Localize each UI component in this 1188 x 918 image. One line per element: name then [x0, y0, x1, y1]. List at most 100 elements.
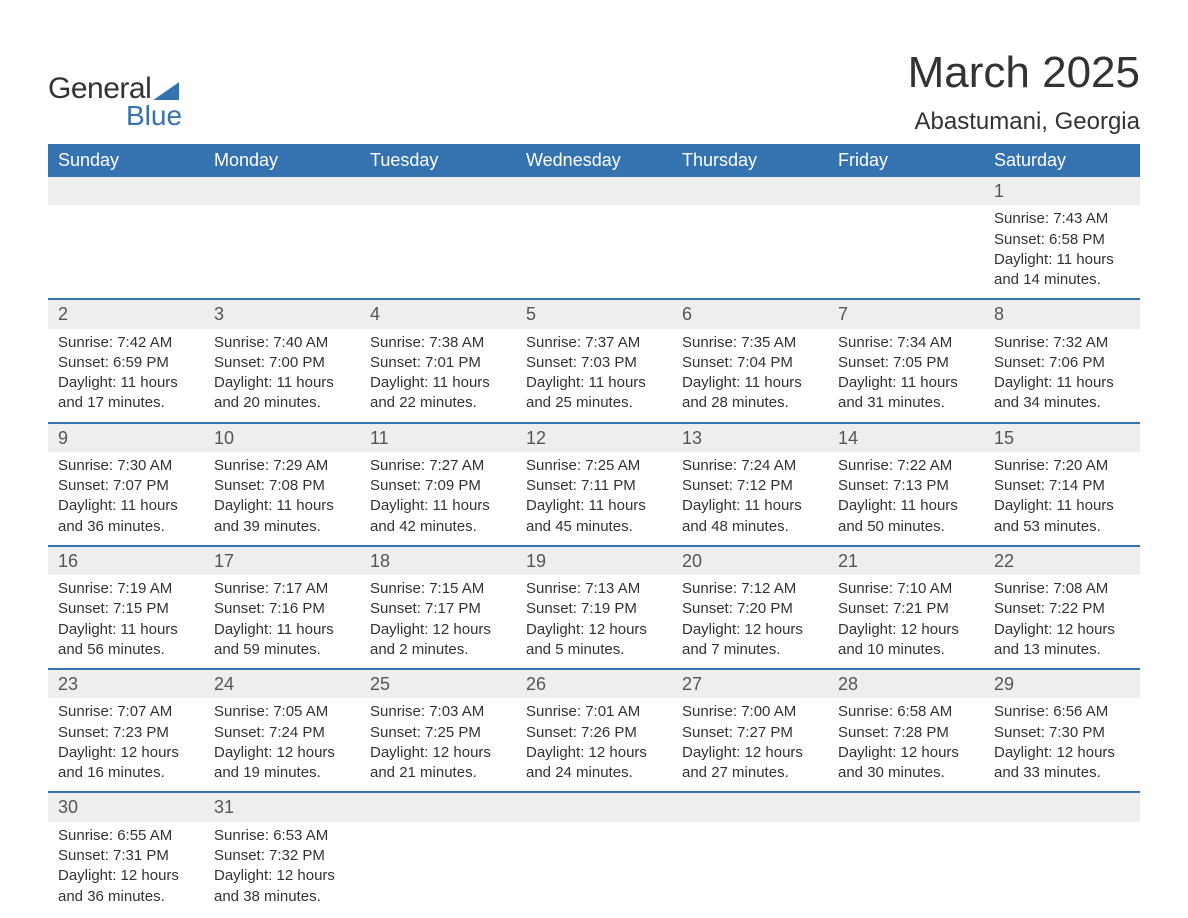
- sunset-text: Sunset: 7:17 PM: [370, 599, 506, 619]
- day-detail-cell: [828, 822, 984, 915]
- daylight-line1: Daylight: 11 hours: [682, 373, 818, 393]
- sunrise-text: Sunrise: 6:55 AM: [58, 826, 194, 846]
- week-daynum-row: 16171819202122: [48, 546, 1140, 575]
- daylight-line2: and 21 minutes.: [370, 763, 506, 783]
- week-daynum-row: 1: [48, 177, 1140, 205]
- month-title: March 2025: [908, 48, 1140, 98]
- daylight-line1: Daylight: 12 hours: [58, 866, 194, 886]
- daylight-line2: and 14 minutes.: [994, 270, 1130, 290]
- day-detail-cell: Sunrise: 7:43 AMSunset: 6:58 PMDaylight:…: [984, 205, 1140, 299]
- day-detail-cell: Sunrise: 7:22 AMSunset: 7:13 PMDaylight:…: [828, 452, 984, 546]
- day-number: 3: [214, 304, 224, 324]
- week-detail-row: Sunrise: 7:43 AMSunset: 6:58 PMDaylight:…: [48, 205, 1140, 299]
- calendar-header: Sunday Monday Tuesday Wednesday Thursday…: [48, 144, 1140, 177]
- week-daynum-row: 9101112131415: [48, 423, 1140, 452]
- daylight-line2: and 50 minutes.: [838, 517, 974, 537]
- day-number: 26: [526, 674, 546, 694]
- day-number-cell: [672, 177, 828, 205]
- daylight-line2: and 34 minutes.: [994, 393, 1130, 413]
- sunrise-text: Sunrise: 7:29 AM: [214, 456, 350, 476]
- daylight-line2: and 42 minutes.: [370, 517, 506, 537]
- day-number-cell: [48, 177, 204, 205]
- sunset-text: Sunset: 7:04 PM: [682, 353, 818, 373]
- sunrise-text: Sunrise: 7:40 AM: [214, 333, 350, 353]
- day-number-cell: 15: [984, 423, 1140, 452]
- day-number: 20: [682, 551, 702, 571]
- day-number-cell: 13: [672, 423, 828, 452]
- sunrise-text: Sunrise: 7:42 AM: [58, 333, 194, 353]
- day-number: 7: [838, 304, 848, 324]
- day-number-cell: 22: [984, 546, 1140, 575]
- day-detail-cell: Sunrise: 7:38 AMSunset: 7:01 PMDaylight:…: [360, 329, 516, 423]
- day-number-cell: 27: [672, 669, 828, 698]
- daylight-line2: and 20 minutes.: [214, 393, 350, 413]
- daylight-line2: and 17 minutes.: [58, 393, 194, 413]
- daylight-line1: Daylight: 11 hours: [994, 373, 1130, 393]
- daylight-line2: and 24 minutes.: [526, 763, 662, 783]
- daylight-line2: and 31 minutes.: [838, 393, 974, 413]
- day-number: 10: [214, 428, 234, 448]
- daylight-line1: Daylight: 12 hours: [526, 743, 662, 763]
- day-detail-cell: [672, 822, 828, 915]
- day-detail-cell: Sunrise: 7:12 AMSunset: 7:20 PMDaylight:…: [672, 575, 828, 669]
- day-number: 1: [994, 181, 1004, 201]
- title-block: March 2025 Abastumani, Georgia: [908, 48, 1140, 136]
- day-detail-cell: Sunrise: 7:13 AMSunset: 7:19 PMDaylight:…: [516, 575, 672, 669]
- week-detail-row: Sunrise: 6:55 AMSunset: 7:31 PMDaylight:…: [48, 822, 1140, 915]
- daylight-line2: and 13 minutes.: [994, 640, 1130, 660]
- day-detail-cell: Sunrise: 7:20 AMSunset: 7:14 PMDaylight:…: [984, 452, 1140, 546]
- daylight-line1: Daylight: 11 hours: [994, 250, 1130, 270]
- sunrise-text: Sunrise: 6:53 AM: [214, 826, 350, 846]
- daylight-line1: Daylight: 11 hours: [838, 496, 974, 516]
- day-number-cell: 18: [360, 546, 516, 575]
- day-number: 18: [370, 551, 390, 571]
- sunset-text: Sunset: 7:13 PM: [838, 476, 974, 496]
- sunset-text: Sunset: 7:11 PM: [526, 476, 662, 496]
- daylight-line2: and 56 minutes.: [58, 640, 194, 660]
- daylight-line2: and 38 minutes.: [214, 887, 350, 907]
- sunrise-text: Sunrise: 7:19 AM: [58, 579, 194, 599]
- day-number-cell: 28: [828, 669, 984, 698]
- daylight-line1: Daylight: 11 hours: [370, 496, 506, 516]
- day-number-cell: [360, 177, 516, 205]
- day-number: 21: [838, 551, 858, 571]
- sunrise-text: Sunrise: 7:17 AM: [214, 579, 350, 599]
- daylight-line2: and 36 minutes.: [58, 517, 194, 537]
- daylight-line2: and 59 minutes.: [214, 640, 350, 660]
- sunset-text: Sunset: 7:06 PM: [994, 353, 1130, 373]
- day-detail-cell: Sunrise: 7:32 AMSunset: 7:06 PMDaylight:…: [984, 329, 1140, 423]
- daylight-line1: Daylight: 11 hours: [526, 373, 662, 393]
- day-detail-cell: Sunrise: 7:37 AMSunset: 7:03 PMDaylight:…: [516, 329, 672, 423]
- sunrise-text: Sunrise: 7:15 AM: [370, 579, 506, 599]
- day-detail-cell: Sunrise: 7:05 AMSunset: 7:24 PMDaylight:…: [204, 698, 360, 792]
- page-header: General Blue March 2025 Abastumani, Geor…: [48, 48, 1140, 136]
- day-number-cell: [672, 792, 828, 821]
- sunrise-text: Sunrise: 7:08 AM: [994, 579, 1130, 599]
- day-number: 12: [526, 428, 546, 448]
- daylight-line1: Daylight: 12 hours: [58, 743, 194, 763]
- day-detail-cell: Sunrise: 7:34 AMSunset: 7:05 PMDaylight:…: [828, 329, 984, 423]
- sunset-text: Sunset: 7:28 PM: [838, 723, 974, 743]
- day-number: 24: [214, 674, 234, 694]
- day-number: 28: [838, 674, 858, 694]
- daylight-line1: Daylight: 11 hours: [214, 373, 350, 393]
- day-number-cell: 29: [984, 669, 1140, 698]
- sunset-text: Sunset: 7:25 PM: [370, 723, 506, 743]
- day-number: 29: [994, 674, 1014, 694]
- sunrise-text: Sunrise: 7:38 AM: [370, 333, 506, 353]
- day-detail-cell: Sunrise: 6:55 AMSunset: 7:31 PMDaylight:…: [48, 822, 204, 915]
- daylight-line1: Daylight: 12 hours: [682, 743, 818, 763]
- sunset-text: Sunset: 7:20 PM: [682, 599, 818, 619]
- day-number-cell: 23: [48, 669, 204, 698]
- sunrise-text: Sunrise: 6:56 AM: [994, 702, 1130, 722]
- daylight-line1: Daylight: 11 hours: [994, 496, 1130, 516]
- day-number: 4: [370, 304, 380, 324]
- day-number: 2: [58, 304, 68, 324]
- col-monday: Monday: [204, 144, 360, 177]
- sunset-text: Sunset: 7:05 PM: [838, 353, 974, 373]
- day-detail-cell: Sunrise: 7:25 AMSunset: 7:11 PMDaylight:…: [516, 452, 672, 546]
- day-detail-cell: [984, 822, 1140, 915]
- day-detail-cell: Sunrise: 7:40 AMSunset: 7:00 PMDaylight:…: [204, 329, 360, 423]
- sunrise-text: Sunrise: 7:25 AM: [526, 456, 662, 476]
- daylight-line2: and 7 minutes.: [682, 640, 818, 660]
